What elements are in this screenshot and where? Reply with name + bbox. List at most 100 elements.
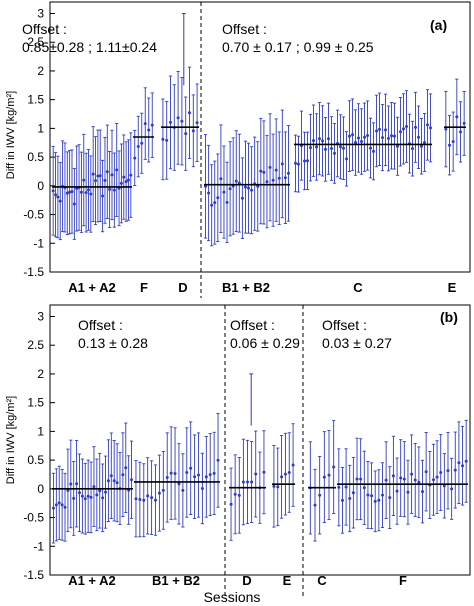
data-point	[420, 144, 423, 148]
data-point	[390, 134, 393, 138]
data-point	[86, 494, 90, 498]
data-point	[112, 479, 116, 483]
data-point	[342, 146, 345, 150]
data-point	[262, 170, 266, 174]
data-point	[191, 129, 195, 133]
data-point	[413, 478, 417, 482]
data-point	[142, 498, 146, 502]
data-point	[129, 173, 133, 177]
data-point	[345, 157, 348, 161]
data-point	[80, 494, 84, 498]
ytick-label: 0.5	[27, 150, 44, 164]
data-point	[294, 161, 297, 165]
data-point	[444, 127, 448, 131]
data-point	[246, 480, 249, 484]
data-point	[103, 178, 107, 182]
data-point	[303, 159, 306, 163]
data-point	[165, 475, 169, 479]
ytick-label: 0.5	[27, 453, 44, 467]
data-point	[450, 487, 454, 491]
data-point	[333, 151, 336, 155]
data-point	[150, 123, 154, 127]
data-point	[89, 495, 93, 499]
ytick-label: -1.5	[23, 568, 44, 582]
data-point	[115, 481, 119, 485]
panel-b-frame	[49, 304, 471, 576]
panel-b-group-labels: A1 + A2 B1 + B2 D E C F	[68, 573, 407, 588]
data-point	[154, 498, 157, 502]
data-point	[169, 120, 172, 124]
ytick-label: 2.5	[27, 35, 44, 49]
group-label: A1 + A2	[68, 573, 116, 588]
data-point	[136, 145, 140, 149]
data-point	[122, 175, 126, 179]
data-point	[283, 176, 287, 180]
data-point	[337, 485, 341, 489]
data-point	[65, 191, 69, 195]
data-point	[321, 139, 324, 143]
panel-a-label: (a)	[430, 17, 447, 33]
group-label: A1 + A2	[68, 280, 116, 295]
data-point	[410, 472, 414, 476]
data-point	[124, 180, 128, 184]
data-point	[380, 493, 384, 497]
data-point	[177, 482, 181, 486]
data-point	[146, 494, 150, 498]
data-point	[393, 134, 396, 138]
data-point	[455, 115, 459, 119]
data-point	[439, 471, 443, 475]
panel-b-offset-title-1: Offset :	[78, 317, 123, 333]
data-point	[89, 192, 93, 196]
data-point	[150, 496, 154, 500]
data-point	[112, 188, 116, 192]
data-point	[280, 475, 284, 479]
data-point	[204, 475, 208, 479]
data-point	[243, 185, 247, 189]
data-point	[372, 149, 375, 153]
data-point	[363, 135, 366, 139]
data-point	[110, 173, 114, 177]
data-point	[72, 202, 76, 206]
data-point	[462, 121, 466, 125]
data-point	[351, 133, 354, 137]
group-label: C	[317, 573, 327, 588]
data-point	[387, 136, 390, 140]
data-point	[54, 503, 58, 507]
group-label: B1 + B2	[222, 280, 270, 295]
data-point	[240, 196, 244, 200]
data-point	[399, 476, 403, 480]
data-point	[180, 119, 184, 123]
group-label: B1 + B2	[152, 573, 200, 588]
data-point	[229, 502, 233, 506]
data-point	[108, 187, 112, 191]
data-point	[384, 128, 387, 132]
data-point	[51, 506, 55, 510]
data-point	[355, 477, 359, 481]
data-point	[234, 179, 238, 183]
data-point	[417, 135, 420, 139]
panel-b-offset-title-2: Offset :	[230, 317, 275, 333]
data-point	[54, 193, 58, 197]
ytick-label: 1.5	[27, 93, 44, 107]
data-point	[169, 471, 173, 475]
data-point	[312, 139, 315, 143]
data-point	[208, 473, 212, 477]
group-label: D	[178, 280, 187, 295]
data-point	[147, 128, 151, 132]
data-point	[98, 174, 102, 178]
data-point	[348, 497, 352, 501]
data-point	[274, 168, 278, 172]
data-point	[254, 472, 258, 476]
panel-a-ytick-labels: -1.5 -1 -0.5 0 0.5 1 1.5 2 2.5 3	[23, 6, 44, 279]
data-point	[213, 201, 217, 205]
data-point	[373, 499, 377, 503]
panel-b-offset-2: 0.06 ± 0.29	[230, 335, 300, 351]
panel-a-frame	[49, 1, 471, 273]
data-point	[351, 491, 355, 495]
data-point	[130, 478, 134, 482]
data-point	[222, 190, 226, 194]
data-point	[51, 189, 55, 193]
ytick-label: 3	[37, 309, 44, 323]
data-point	[286, 171, 290, 175]
data-point	[399, 130, 402, 134]
